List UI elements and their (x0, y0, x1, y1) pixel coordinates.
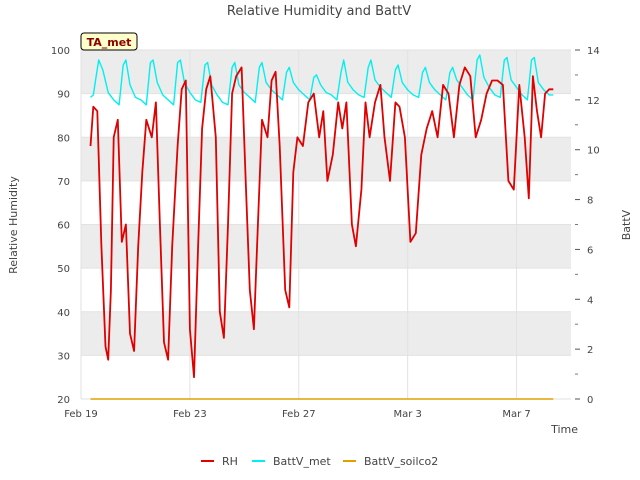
series-line-battv-met (90, 54, 554, 106)
y-axis-label: Relative Humidity (7, 176, 20, 274)
x-tick-label: Feb 27 (282, 409, 316, 420)
legend-label-battv-soilco2: BattV_soilco2 (364, 455, 438, 468)
plot-band (81, 224, 571, 269)
x-tick-label: Feb 19 (64, 409, 98, 420)
y-tick-label: 40 (57, 308, 70, 319)
grid-lines (80, 49, 571, 400)
x-axis-label: Time (550, 423, 578, 436)
series-line-rh (89, 66, 554, 379)
y2-tick-label: 14 (587, 46, 600, 57)
y2-tick-label: 12 (587, 96, 600, 107)
y2-tick-label: 8 (587, 196, 593, 207)
x-tick-label: Mar 3 (393, 409, 421, 420)
chart-title: Relative Humidity and BattV (227, 4, 411, 19)
y2-tick-label: 0 (587, 395, 593, 406)
legend-item-battv-met: BattV_met (252, 455, 331, 468)
station-label-box: TA_met (80, 32, 138, 51)
y-tick-label: 100 (51, 46, 70, 57)
station-label: TA_met (87, 36, 132, 49)
y-tick-label: 90 (57, 90, 70, 101)
legend-item-rh: RH (201, 455, 238, 468)
y-tick-label: 60 (57, 221, 70, 232)
legend-label-battv-met: BattV_met (273, 455, 331, 468)
y2-tick-label: 6 (587, 245, 593, 256)
y2-tick-label: 2 (587, 345, 593, 356)
legend: RH BattV_met BattV_soilco2 (201, 455, 438, 468)
y2-tick-label: 10 (587, 146, 600, 157)
plot-band (81, 50, 571, 94)
plot-background-bands (81, 50, 571, 356)
series-lines (89, 54, 554, 400)
x-tick-label: Mar 7 (502, 409, 530, 420)
y-tick-label: 70 (57, 177, 70, 188)
plot-band (81, 311, 571, 356)
x-tick-label: Feb 23 (173, 409, 207, 420)
y-tick-label: 50 (57, 264, 70, 275)
y2-tick-label: 4 (587, 295, 593, 306)
y-tick-label: 30 (57, 351, 70, 362)
y-tick-label: 80 (57, 133, 70, 144)
y-tick-label: 20 (57, 395, 70, 406)
legend-item-battv-soilco2: BattV_soilco2 (343, 455, 438, 468)
legend-label-rh: RH (222, 455, 238, 468)
y2-axis-label: BattV (620, 209, 633, 240)
